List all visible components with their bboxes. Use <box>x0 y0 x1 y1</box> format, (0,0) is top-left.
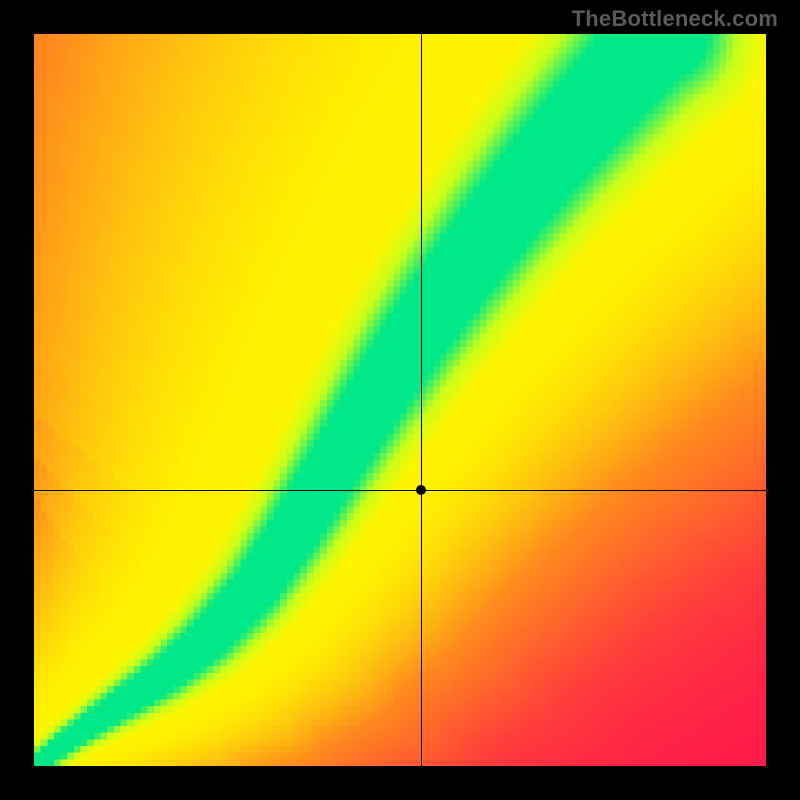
crosshair-vertical <box>421 34 422 766</box>
watermark-text: TheBottleneck.com <box>572 6 778 32</box>
crosshair-marker-dot <box>416 485 426 495</box>
chart-container: TheBottleneck.com <box>0 0 800 800</box>
heatmap-canvas <box>34 34 766 766</box>
crosshair-horizontal <box>34 490 766 491</box>
plot-area <box>34 34 766 766</box>
